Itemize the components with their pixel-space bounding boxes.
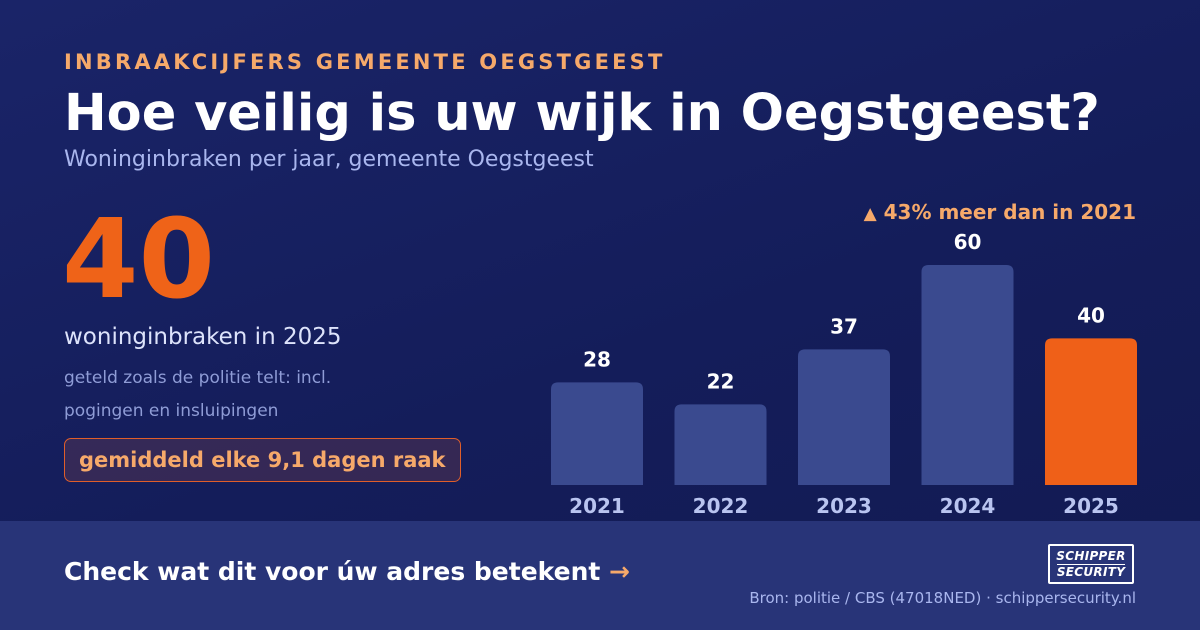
highlight-caption: woninginbraken in 2025 <box>64 324 342 350</box>
bar-2025 <box>1045 338 1137 485</box>
bar-2021 <box>551 382 643 485</box>
value-label-2021: 28 <box>583 347 611 371</box>
logo-bottom-text: SECURITY <box>1056 563 1126 579</box>
bar-2023 <box>798 349 890 485</box>
bar-chart: 28 2021 22 2022 37 2023 60 2024 40 2025 <box>551 230 1137 518</box>
category-label-2022: 2022 <box>693 494 749 518</box>
value-label-2023: 37 <box>830 314 858 338</box>
trend-indicator: ▲ 43% meer dan in 2021 <box>864 200 1136 224</box>
eyebrow: INBRAAKCIJFERS GEMEENTE OEGSTGEEST <box>64 50 666 74</box>
bar-2022 <box>674 404 767 485</box>
category-label-2025: 2025 <box>1063 494 1119 518</box>
category-label-2023: 2023 <box>816 494 872 518</box>
arrow-right-icon: → <box>609 557 630 586</box>
cta-link[interactable]: Check wat dit voor úw adres betekent → <box>64 557 630 586</box>
page-title: Hoe veilig is uw wijk in Oegstgeest? <box>64 84 1100 143</box>
highlight-number: 40 <box>62 195 216 323</box>
value-label-2022: 22 <box>707 369 735 393</box>
schipper-security-logo: SCHIPPER SECURITY <box>1048 544 1134 584</box>
cta-text: Check wat dit voor úw adres betekent <box>64 557 601 586</box>
category-label-2024: 2024 <box>940 494 996 518</box>
footer-bar <box>0 521 1200 630</box>
frequency-badge: gemiddeld elke 9,1 dagen raak <box>64 438 461 482</box>
trend-up-icon: ▲ <box>863 204 877 224</box>
page-subtitle: Woninginbraken per jaar, gemeente Oegstg… <box>64 147 594 172</box>
logo-top-text: SCHIPPER <box>1056 548 1126 563</box>
value-label-2025: 40 <box>1077 303 1105 327</box>
count-note: geteld zoals de politie telt: incl. pogi… <box>64 368 332 421</box>
bar-2024 <box>921 265 1014 485</box>
trend-text: 43% meer dan in 2021 <box>883 200 1136 224</box>
value-label-2024: 60 <box>954 230 982 254</box>
source-text: Bron: politie / CBS (47018NED) · schippe… <box>749 589 1136 607</box>
category-label-2021: 2021 <box>569 494 625 518</box>
